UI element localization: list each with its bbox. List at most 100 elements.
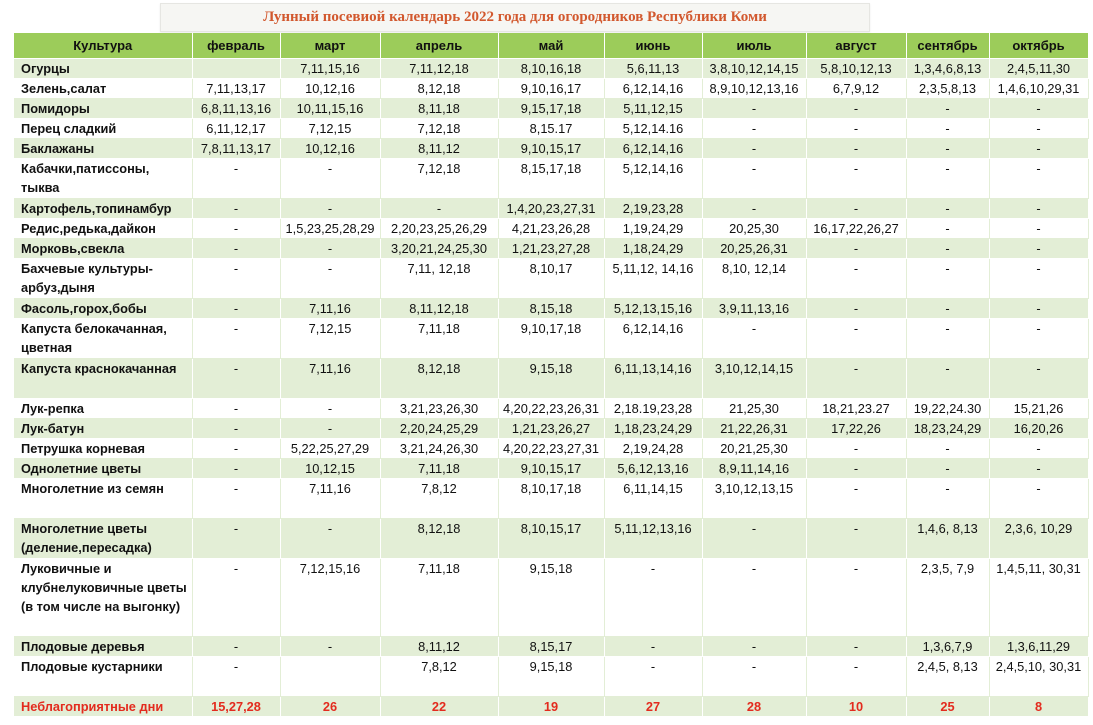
date-cell: - bbox=[906, 98, 990, 119]
date-cell: 9,10,15,17 bbox=[498, 138, 605, 159]
table-row: Помидоры 6,8,11,13,16 10,11,15,16 8,11,18 9,… bbox=[14, 98, 1089, 119]
crop-name-cell: Многолетние из семян bbox=[14, 478, 193, 519]
header-cell: апрель bbox=[380, 33, 499, 59]
date-cell: - bbox=[192, 558, 281, 637]
date-cell: - bbox=[806, 438, 907, 459]
date-cell: 17,22,26 bbox=[806, 418, 907, 439]
date-cell: - bbox=[806, 558, 907, 637]
date-cell: 1,21,23,27,28 bbox=[498, 238, 605, 259]
date-cell: - bbox=[806, 518, 907, 559]
crop-name-cell: Плодовые деревья bbox=[14, 636, 193, 657]
date-cell: 1,3,6,7,9 bbox=[906, 636, 990, 657]
crop-name-cell: Перец сладкий bbox=[14, 118, 193, 139]
date-cell: - bbox=[806, 138, 907, 159]
unfavorable-days-cell: 25 bbox=[906, 696, 990, 717]
date-cell: 7,11,16 bbox=[280, 298, 381, 319]
date-cell: - bbox=[280, 258, 381, 299]
date-cell: 2,3,5,8,13 bbox=[906, 78, 990, 99]
date-cell: - bbox=[192, 398, 281, 419]
date-cell: - bbox=[702, 636, 807, 657]
header-cell: октябрь bbox=[989, 33, 1089, 59]
date-cell: - bbox=[702, 318, 807, 359]
table-row: Многолетние из семян -7,11,16 7,8,12 8,10,1… bbox=[14, 478, 1089, 519]
date-cell: 9,15,17,18 bbox=[498, 98, 605, 119]
date-cell: 9,15,18 bbox=[498, 656, 605, 697]
crop-name-cell: Лук-репка bbox=[14, 398, 193, 419]
header-cell: Культура bbox=[14, 33, 193, 59]
unfavorable-days-cell: 26 bbox=[280, 696, 381, 717]
date-cell: - bbox=[989, 318, 1089, 359]
unfavorable-days-label: Неблагоприятные дни bbox=[14, 696, 193, 717]
table-row: Петрушка корневая -5,22,25,27,29 3,21,24,2… bbox=[14, 438, 1089, 459]
date-cell: 20,25,26,31 bbox=[702, 238, 807, 259]
crop-name-cell: Луковичные и клубнелуковичные цветы (в т… bbox=[14, 558, 193, 637]
crop-name-cell: Огурцы bbox=[14, 58, 193, 79]
date-cell: 1,4,5,11, 30,31 bbox=[989, 558, 1089, 637]
date-cell: - bbox=[192, 418, 281, 439]
date-cell: 6,7,9,12 bbox=[806, 78, 907, 99]
date-cell: 16,17,22,26,27 bbox=[806, 218, 907, 239]
table-row: Морковь,свекла - -3,20,21,24,25,30 1,21,23,… bbox=[14, 238, 1089, 259]
date-cell: - bbox=[702, 558, 807, 637]
date-cell: 3,10,12,14,15 bbox=[702, 358, 807, 399]
date-cell: 5,8,10,12,13 bbox=[806, 58, 907, 79]
date-cell: 7,11,18 bbox=[380, 318, 499, 359]
date-cell: - bbox=[192, 198, 281, 219]
date-cell: - bbox=[806, 318, 907, 359]
date-cell: 2,19,24,28 bbox=[604, 438, 703, 459]
date-cell: 10,12,16 bbox=[280, 138, 381, 159]
date-cell: 20,25,30 bbox=[702, 218, 807, 239]
crop-name-cell: Бахчевые культуры- арбуз,дыня bbox=[14, 258, 193, 299]
date-cell: 21,22,26,31 bbox=[702, 418, 807, 439]
date-cell: 5,12,14.16 bbox=[604, 118, 703, 139]
header-cell: июнь bbox=[604, 33, 703, 59]
date-cell: 10,12,16 bbox=[280, 78, 381, 99]
date-cell: 5,12,14,16 bbox=[604, 158, 703, 199]
table-row: Картофель,топинамбур - - -1,4,20,23,27,31 2,… bbox=[14, 198, 1089, 219]
header-cell: сентябрь bbox=[906, 33, 990, 59]
header-cell: июль bbox=[702, 33, 807, 59]
date-cell: 1,18,23,24,29 bbox=[604, 418, 703, 439]
date-cell: 7,11, 12,18 bbox=[380, 258, 499, 299]
date-cell: 8,10,17 bbox=[498, 258, 605, 299]
date-cell: 8,10,16,18 bbox=[498, 58, 605, 79]
date-cell: - bbox=[192, 458, 281, 479]
date-cell: 7,11,16 bbox=[280, 358, 381, 399]
date-cell: - bbox=[806, 458, 907, 479]
table-row: Фасоль,горох,бобы -7,11,16 8,11,12,18 8,15,… bbox=[14, 298, 1089, 319]
table-row: Лук-батун - -2,20,24,25,29 1,21,23,26,27 1,1… bbox=[14, 418, 1089, 439]
date-cell: - bbox=[192, 298, 281, 319]
header-cell: февраль bbox=[192, 33, 281, 59]
date-cell: - bbox=[806, 258, 907, 299]
date-cell: 8,15.17 bbox=[498, 118, 605, 139]
date-cell: - bbox=[702, 518, 807, 559]
date-cell: - bbox=[604, 656, 703, 697]
crop-name-cell: Морковь,свекла bbox=[14, 238, 193, 259]
crop-name-cell: Однолетние цветы bbox=[14, 458, 193, 479]
date-cell: - bbox=[906, 138, 990, 159]
date-cell: - bbox=[702, 158, 807, 199]
date-cell: - bbox=[806, 358, 907, 399]
date-cell: 7,11,16 bbox=[280, 478, 381, 519]
date-cell: - bbox=[806, 656, 907, 697]
date-cell: 5,11,12, 14,16 bbox=[604, 258, 703, 299]
date-cell: 7,12,18 bbox=[380, 118, 499, 139]
date-cell: - bbox=[989, 358, 1089, 399]
date-cell: - bbox=[989, 158, 1089, 199]
date-cell: 2,4,5, 8,13 bbox=[906, 656, 990, 697]
date-cell: - bbox=[989, 298, 1089, 319]
date-cell: 7,12,15 bbox=[280, 318, 381, 359]
date-cell: - bbox=[989, 138, 1089, 159]
date-cell: - bbox=[192, 238, 281, 259]
crop-name-cell: Капуста краснокачанная bbox=[14, 358, 193, 399]
date-cell: - bbox=[192, 478, 281, 519]
date-cell: 8,11,12 bbox=[380, 636, 499, 657]
date-cell: 7,11,18 bbox=[380, 458, 499, 479]
date-cell: 8,10,17,18 bbox=[498, 478, 605, 519]
table-row: Перец сладкий 6,11,12,17 7,12,15 7,12,18 8,1… bbox=[14, 118, 1089, 139]
date-cell: - bbox=[989, 458, 1089, 479]
calendar-table: Культура февраль март апрель май июнь ию… bbox=[14, 33, 1089, 717]
date-cell: 2,4,5,10, 30,31 bbox=[989, 656, 1089, 697]
crop-name-cell: Баклажаны bbox=[14, 138, 193, 159]
date-cell: 10,12,15 bbox=[280, 458, 381, 479]
